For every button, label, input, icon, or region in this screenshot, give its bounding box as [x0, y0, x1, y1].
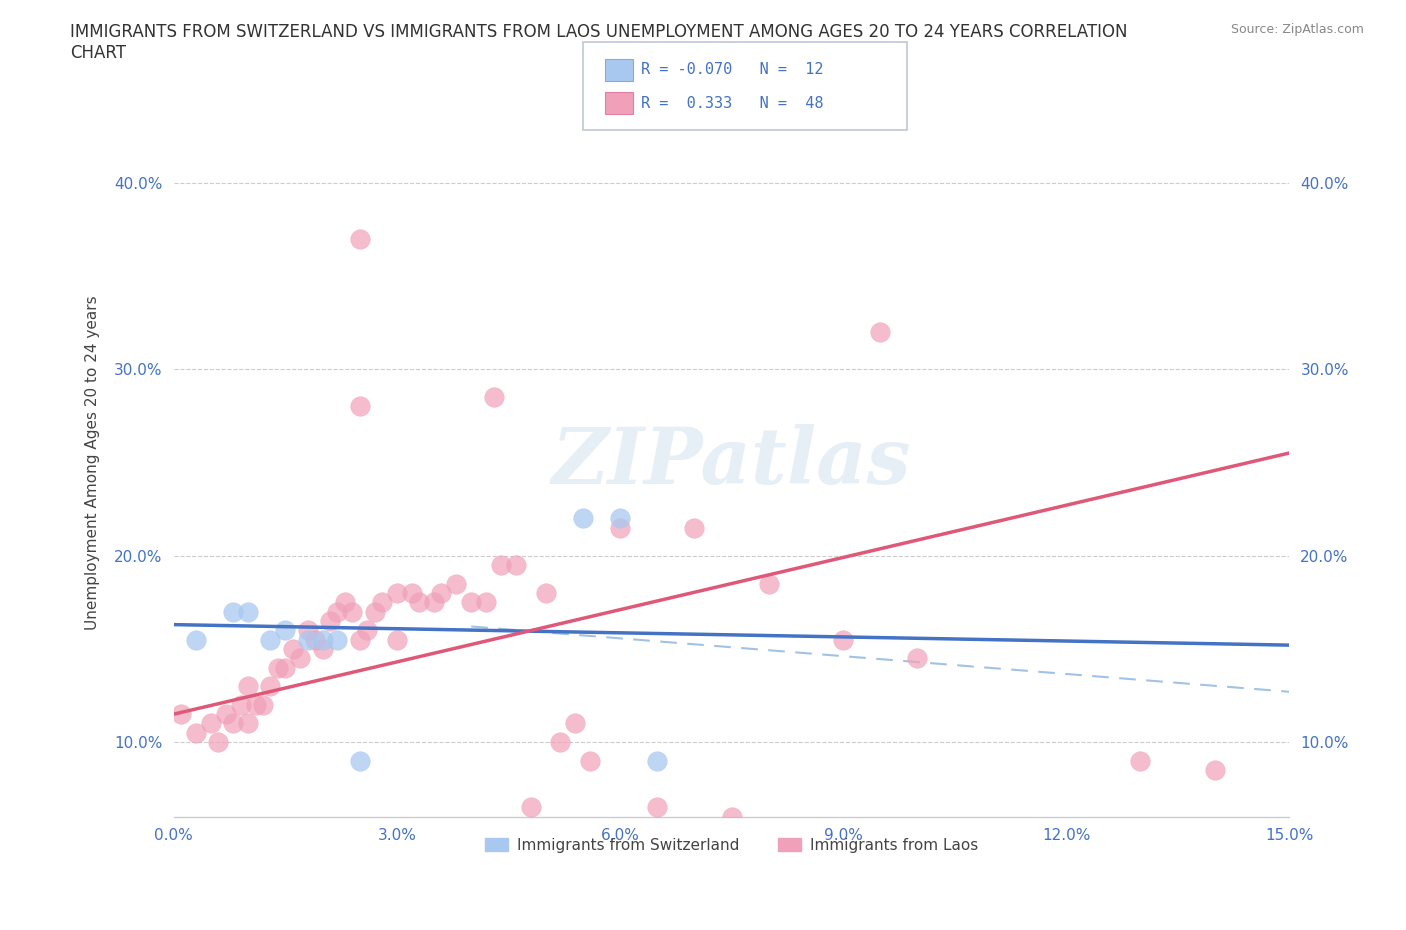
Point — [342, 604, 364, 619]
Point — [720, 809, 742, 824]
Text: IMMIGRANTS FROM SWITZERLAND VS IMMIGRANTS FROM LAOS UNEMPLOYMENT AMONG AGES 20 T: IMMIGRANTS FROM SWITZERLAND VS IMMIGRANT… — [70, 23, 1128, 62]
Point — [200, 716, 222, 731]
Point — [238, 679, 260, 694]
Point — [645, 800, 668, 815]
Point — [401, 586, 423, 601]
Point — [238, 716, 260, 731]
Point — [311, 632, 333, 647]
Point — [319, 614, 342, 629]
Point — [349, 632, 371, 647]
Point — [609, 520, 631, 535]
Y-axis label: Unemployment Among Ages 20 to 24 years: Unemployment Among Ages 20 to 24 years — [86, 295, 100, 630]
Point — [832, 632, 855, 647]
Legend: Immigrants from Switzerland, Immigrants from Laos: Immigrants from Switzerland, Immigrants … — [479, 831, 984, 858]
Point — [430, 586, 453, 601]
Point — [349, 399, 371, 414]
Point — [482, 390, 505, 405]
Point — [579, 753, 602, 768]
Point — [326, 632, 349, 647]
Point — [683, 520, 706, 535]
Point — [489, 557, 512, 572]
Point — [229, 698, 252, 712]
Point — [905, 651, 928, 666]
Point — [363, 604, 385, 619]
Point — [645, 753, 668, 768]
Point — [311, 642, 333, 657]
Text: R = -0.070   N =  12: R = -0.070 N = 12 — [641, 62, 824, 77]
Point — [259, 679, 281, 694]
Point — [326, 604, 349, 619]
Point — [385, 586, 408, 601]
Point — [564, 716, 586, 731]
Point — [222, 716, 245, 731]
Point — [184, 725, 207, 740]
Point — [215, 707, 238, 722]
Point — [222, 604, 245, 619]
Point — [423, 595, 446, 610]
Point — [274, 623, 297, 638]
Point — [304, 632, 326, 647]
Point — [371, 595, 394, 610]
Point — [170, 707, 193, 722]
Text: R =  0.333   N =  48: R = 0.333 N = 48 — [641, 96, 824, 111]
Point — [460, 595, 482, 610]
Point — [356, 623, 378, 638]
Point — [1204, 763, 1226, 777]
Point — [475, 595, 498, 610]
Point — [385, 632, 408, 647]
Point — [869, 325, 891, 339]
Point — [333, 595, 356, 610]
Point — [290, 651, 312, 666]
Point — [207, 735, 229, 750]
Point — [252, 698, 274, 712]
Point — [281, 642, 304, 657]
Point — [349, 232, 371, 246]
Point — [238, 604, 260, 619]
Text: ZIPatlas: ZIPatlas — [551, 424, 911, 500]
Point — [245, 698, 267, 712]
Point — [609, 511, 631, 525]
Point — [571, 511, 593, 525]
Point — [534, 586, 557, 601]
Point — [297, 623, 319, 638]
Text: Source: ZipAtlas.com: Source: ZipAtlas.com — [1230, 23, 1364, 36]
Point — [408, 595, 430, 610]
Point — [297, 632, 319, 647]
Point — [184, 632, 207, 647]
Point — [758, 577, 780, 591]
Point — [550, 735, 572, 750]
Point — [519, 800, 541, 815]
Point — [1129, 753, 1152, 768]
Point — [505, 557, 527, 572]
Point — [274, 660, 297, 675]
Point — [349, 753, 371, 768]
Point — [446, 577, 468, 591]
Point — [267, 660, 290, 675]
Point — [259, 632, 281, 647]
